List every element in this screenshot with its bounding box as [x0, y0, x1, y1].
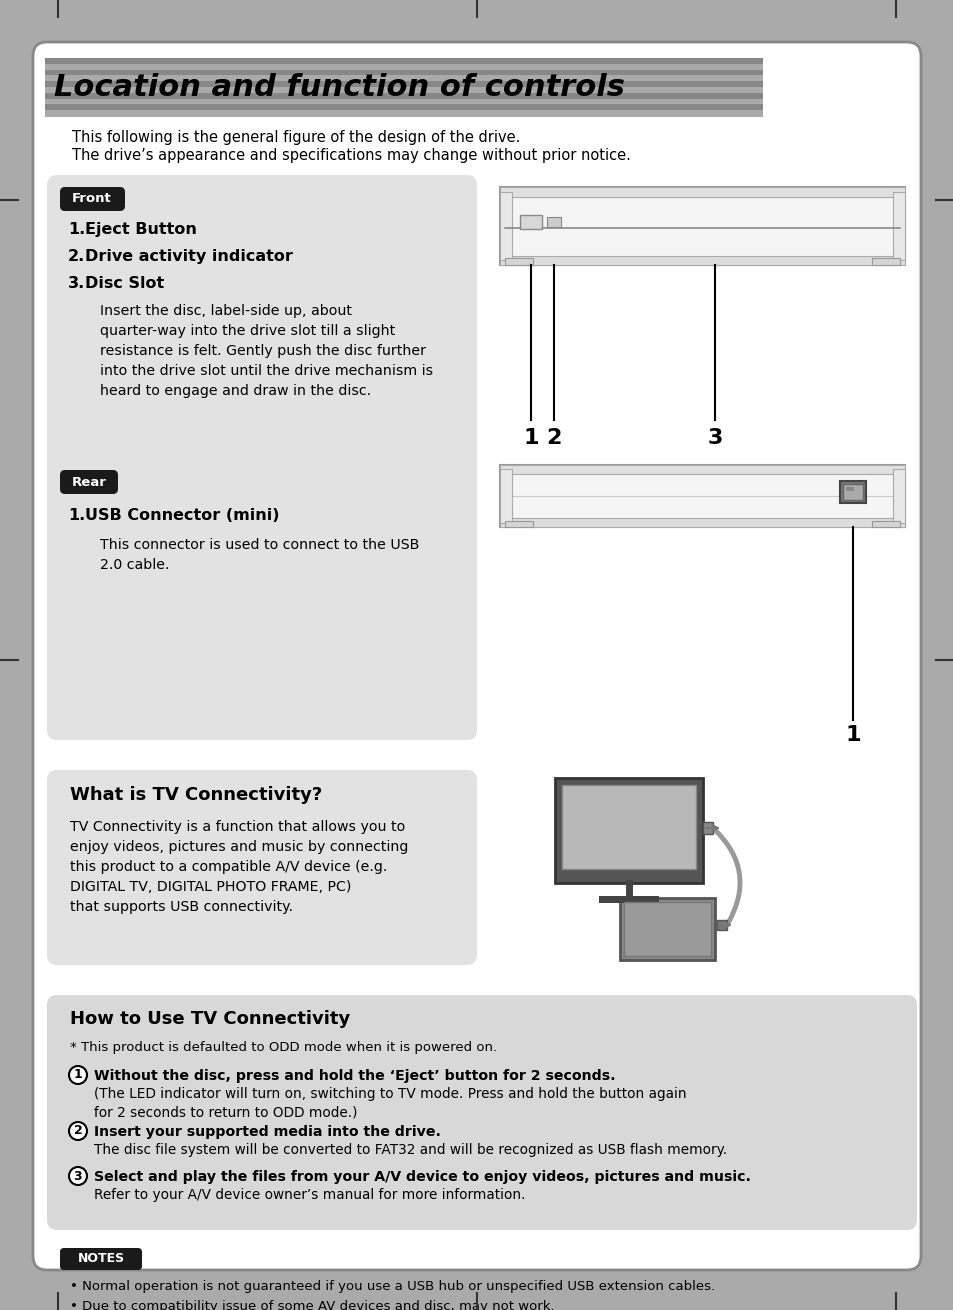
Text: Insert your supported media into the drive.: Insert your supported media into the dri… [94, 1125, 440, 1138]
Text: 1: 1 [844, 724, 860, 745]
Text: Refer to your A/V device owner’s manual for more information.: Refer to your A/V device owner’s manual … [94, 1188, 525, 1203]
Bar [45, 58, 762, 64]
Bar [45, 76, 762, 81]
Bar [892, 469, 904, 523]
Circle shape [69, 1066, 87, 1083]
Text: • Due to compatibility issue of some AV devices and disc, may not work.: • Due to compatibility issue of some AV … [70, 1300, 554, 1310]
Text: 2.0 cable.: 2.0 cable. [100, 558, 170, 572]
Bar [499, 255, 904, 265]
Text: 2.: 2. [68, 249, 85, 265]
Bar [892, 193, 904, 259]
Bar [499, 474, 904, 517]
Bar [623, 903, 710, 956]
FancyBboxPatch shape [33, 42, 920, 1269]
Text: 2: 2 [546, 428, 561, 448]
Bar [45, 105, 762, 111]
Text: Without the disc, press and hold the ‘Eject’ button for 2 seconds.: Without the disc, press and hold the ‘Ej… [94, 1069, 615, 1083]
Bar [840, 481, 865, 503]
Text: 1: 1 [73, 1069, 82, 1082]
Bar [546, 217, 560, 227]
Bar [45, 86, 762, 93]
Bar [842, 483, 862, 500]
Text: 1.: 1. [68, 508, 85, 523]
Text: Disc Slot: Disc Slot [85, 276, 164, 291]
FancyArrowPatch shape [714, 831, 740, 922]
Bar [702, 821, 712, 834]
Text: Front: Front [72, 193, 112, 206]
Bar [717, 920, 726, 930]
Text: This following is the general figure of the design of the drive.: This following is the general figure of … [71, 130, 519, 145]
Text: The disc file system will be converted to FAT32 and will be recognized as USB fl: The disc file system will be converted t… [94, 1144, 726, 1157]
FancyBboxPatch shape [60, 470, 118, 494]
FancyBboxPatch shape [47, 770, 476, 965]
Bar [504, 521, 533, 527]
Text: (The LED indicator will turn on, switching to TV mode. Press and hold the button: (The LED indicator will turn on, switchi… [94, 1087, 686, 1120]
Bar [45, 81, 762, 88]
Text: 1.: 1. [68, 221, 85, 237]
Bar [499, 465, 904, 474]
Text: This connector is used to connect to the USB: This connector is used to connect to the… [100, 538, 419, 552]
Text: NOTES: NOTES [77, 1252, 125, 1265]
Bar [45, 69, 762, 76]
Bar [499, 193, 512, 259]
Bar [845, 487, 853, 491]
Text: Drive activity indicator: Drive activity indicator [85, 249, 293, 265]
Bar [871, 521, 899, 527]
Text: What is TV Connectivity?: What is TV Connectivity? [70, 786, 322, 804]
FancyBboxPatch shape [60, 187, 125, 211]
FancyBboxPatch shape [60, 1248, 142, 1269]
Bar [499, 187, 904, 196]
Text: Rear: Rear [71, 476, 107, 489]
Bar [561, 785, 696, 869]
Text: • Normal operation is not guaranteed if you use a USB hub or unspecified USB ext: • Normal operation is not guaranteed if … [70, 1280, 715, 1293]
Text: 3: 3 [706, 428, 722, 448]
Bar [871, 258, 899, 265]
Text: 1: 1 [522, 428, 538, 448]
Bar [499, 187, 904, 265]
Bar [499, 469, 512, 523]
Bar [499, 196, 904, 255]
Bar [45, 93, 762, 100]
FancyBboxPatch shape [47, 176, 476, 740]
Bar [499, 465, 904, 527]
Bar [555, 778, 702, 883]
Bar [619, 897, 714, 960]
Bar [504, 258, 533, 265]
Text: 2: 2 [73, 1124, 82, 1137]
Text: Select and play the files from your A/V device to enjoy videos, pictures and mus: Select and play the files from your A/V … [94, 1170, 750, 1184]
Circle shape [69, 1121, 87, 1140]
Circle shape [69, 1167, 87, 1186]
Bar [45, 110, 762, 117]
Bar [598, 896, 659, 903]
Text: USB Connector (mini): USB Connector (mini) [85, 508, 279, 523]
Text: 3: 3 [73, 1170, 82, 1183]
Bar [45, 64, 762, 71]
Bar [519, 215, 541, 229]
Text: How to Use TV Connectivity: How to Use TV Connectivity [70, 1010, 350, 1028]
Text: Eject Button: Eject Button [85, 221, 196, 237]
Text: Location and function of controls: Location and function of controls [54, 73, 624, 102]
FancyBboxPatch shape [47, 996, 916, 1230]
Text: TV Connectivity is a function that allows you to
enjoy videos, pictures and musi: TV Connectivity is a function that allow… [70, 820, 408, 914]
Bar [45, 98, 762, 105]
Text: The drive’s appearance and specifications may change without prior notice.: The drive’s appearance and specification… [71, 148, 630, 162]
Text: Insert the disc, label-side up, about
quarter-way into the drive slot till a sli: Insert the disc, label-side up, about qu… [100, 304, 433, 398]
Text: * This product is defaulted to ODD mode when it is powered on.: * This product is defaulted to ODD mode … [70, 1041, 497, 1055]
Bar [499, 517, 904, 527]
Text: 3.: 3. [68, 276, 85, 291]
